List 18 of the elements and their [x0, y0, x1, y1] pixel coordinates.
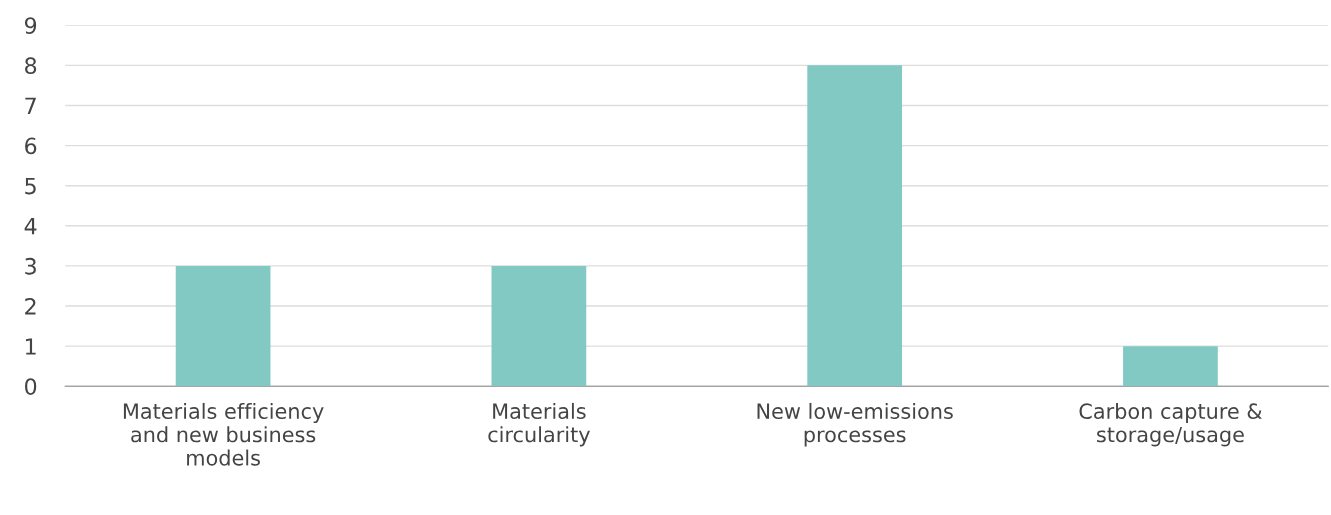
bar [807, 65, 903, 387]
bar [1123, 346, 1218, 387]
y-tick-label: 6 [25, 137, 37, 155]
bar [175, 265, 271, 387]
y-tick-label: 9 [24, 17, 37, 34]
y-tick-label: 7 [25, 97, 36, 114]
x-tick-label: Materials circularity [488, 402, 590, 447]
y-tick-label: 4 [24, 218, 37, 235]
y-tick-label: 0 [25, 378, 37, 396]
bar [491, 265, 587, 387]
x-tick-label: Carbon capture & storage/usage [1079, 402, 1262, 447]
y-tick-label: 3 [25, 257, 36, 275]
y-tick-label: 2 [25, 297, 36, 315]
y-tick-label: 5 [25, 177, 36, 195]
y-tick-label: 8 [25, 57, 37, 75]
y-tick-label: 1 [25, 338, 36, 355]
x-tick-label: New low-emissions processes [757, 402, 953, 447]
x-tick-label: Materials efficiency and new business models [123, 402, 324, 466]
